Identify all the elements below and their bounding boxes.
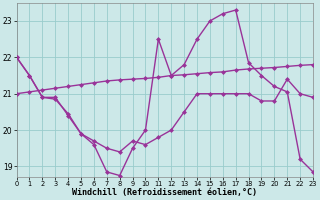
X-axis label: Windchill (Refroidissement éolien,°C): Windchill (Refroidissement éolien,°C)	[72, 188, 257, 197]
